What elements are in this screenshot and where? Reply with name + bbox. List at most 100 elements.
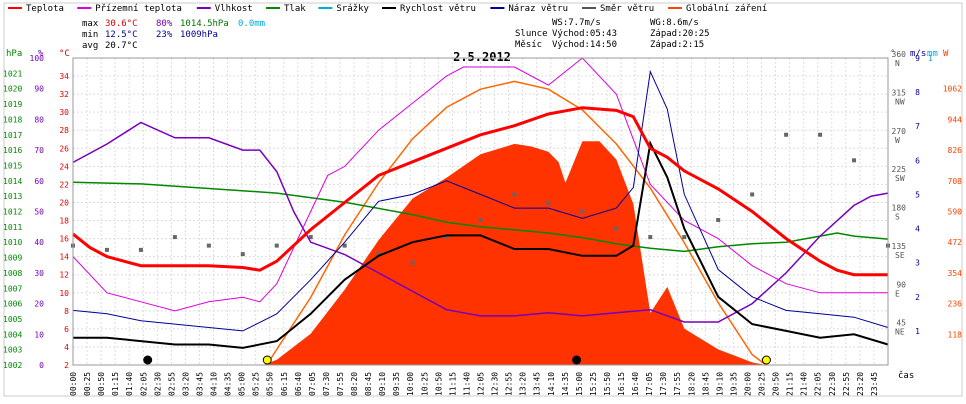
tick-time: 01:40 (125, 372, 134, 396)
tick-hpa: 1021 (3, 69, 22, 78)
tick-time: 13:45 (533, 372, 542, 396)
tick-temp: 10 (59, 289, 69, 298)
unit-watt: W (943, 49, 949, 59)
tick-time: 14:10 (547, 372, 556, 396)
tick-time: 03:45 (195, 372, 204, 396)
moon-rise: Východ:14:50 (552, 40, 617, 50)
tick-time: 15:00 (575, 372, 584, 396)
tick-temp: 20 (59, 198, 69, 207)
tick-time: 08:45 (364, 372, 373, 396)
plot-frame (72, 57, 889, 366)
tick-time: 12:30 (491, 372, 500, 396)
tick-pct: 40 (34, 238, 44, 247)
wind-direction-point (478, 218, 483, 223)
unit-percent: % (38, 49, 44, 59)
tick-pct: 50 (34, 208, 44, 217)
wind-direction-point (308, 235, 313, 240)
wind-direction-point (750, 192, 755, 197)
unit-celsius: °C (59, 49, 70, 59)
tick-pct: 10 (34, 330, 44, 339)
tick-time: 17:55 (673, 372, 682, 396)
wind-gust-line (72, 69, 889, 332)
tick-temp: 8 (64, 307, 69, 316)
legend-label-4: Srážky (336, 4, 369, 14)
stat-min-label: min (82, 30, 98, 40)
wind-speed-line (73, 140, 889, 349)
tick-temp: 18 (59, 217, 69, 226)
tick-time: 22:05 (814, 372, 823, 396)
tick-temp: 32 (59, 90, 69, 99)
tick-watt: 708 (948, 177, 963, 186)
tick-direction-label: SE (895, 251, 905, 260)
tick-hpa: 1009 (3, 254, 22, 263)
tick-direction-value: 360 (892, 50, 907, 59)
tick-time: 05:50 (266, 372, 275, 396)
tick-time: 18:45 (701, 372, 710, 396)
tick-direction-value: 135 (892, 242, 907, 251)
stat-min-humidity: 23% (156, 30, 173, 40)
unit-degrees: ° (890, 49, 895, 59)
moon-label: Měsíc (515, 40, 542, 50)
tick-hpa: 1010 (3, 238, 22, 247)
tick-time: 15:25 (589, 372, 598, 396)
plot-series (71, 57, 890, 366)
tick-time: 15:50 (603, 372, 612, 396)
moon-set-marker (143, 355, 153, 365)
tick-watt: 354 (948, 269, 963, 278)
unit-ms: m/s (910, 49, 926, 59)
tick-time: 20:25 (758, 372, 767, 396)
wind-direction-point (682, 235, 687, 240)
tick-time: 16:15 (617, 372, 626, 396)
wind-direction-point (716, 218, 721, 223)
sun-label: Slunce (515, 29, 548, 39)
tick-temp: 4 (64, 343, 69, 352)
sun-set-marker (761, 355, 771, 365)
tick-time: 20:50 (772, 372, 781, 396)
tick-ms: 2 (915, 293, 920, 302)
tick-time: 20:00 (743, 372, 752, 396)
legend-label-0: Teplota (26, 4, 64, 14)
tick-time: 11:15 (448, 372, 457, 396)
stat-max-temp: 30.6°C (105, 19, 138, 29)
tick-time: 22:30 (828, 372, 837, 396)
tick-pct: 30 (34, 269, 44, 278)
tick-direction-value: 180 (892, 204, 907, 213)
tick-direction-value: 270 (892, 127, 907, 136)
legend-label-3: Tlak (284, 4, 306, 14)
tick-pct: 70 (34, 146, 44, 155)
wind-direction-point (172, 235, 177, 240)
tick-watt: 826 (948, 146, 963, 155)
tick-hpa: 1011 (3, 223, 22, 232)
wind-direction-point (818, 132, 823, 137)
tick-hpa: 1014 (3, 177, 22, 186)
stat-min-temp: 12.5°C (105, 30, 138, 40)
tick-hpa: 1019 (3, 100, 22, 109)
sun-set: Západ:20:25 (650, 29, 710, 39)
tick-hpa: 1003 (3, 346, 22, 355)
wind-direction-point (410, 260, 415, 265)
tick-time: 13:20 (519, 372, 528, 396)
tick-pct: 80 (34, 115, 44, 124)
tick-hpa: 1007 (3, 284, 22, 293)
tick-time: 23:45 (870, 372, 879, 396)
tick-time: 04:10 (210, 372, 219, 396)
tick-time: 22:55 (842, 372, 851, 396)
tick-time: 07:30 (322, 372, 331, 396)
tick-ms: 3 (915, 259, 920, 268)
wind-direction-point (240, 252, 245, 257)
tick-hpa: 1008 (3, 269, 22, 278)
tick-time: 14:35 (561, 372, 570, 396)
tick-direction-label: W (895, 136, 900, 145)
tick-temp: 34 (59, 72, 69, 81)
tick-time: 02:05 (139, 372, 148, 396)
unit-time: čas (898, 370, 914, 381)
wind-gust-info: WG:8.6m/s (650, 18, 699, 28)
tick-hpa: 1016 (3, 146, 22, 155)
wind-direction-point (512, 192, 517, 197)
legend-label-1: Přízemní teplota (95, 4, 182, 14)
tick-temp: 14 (59, 253, 69, 262)
wind-direction-point (648, 235, 653, 240)
tick-time: 05:25 (252, 372, 261, 396)
astro-info: WS:7.7m/s WG:8.6m/s Slunce Východ:05:43 … (515, 18, 710, 50)
